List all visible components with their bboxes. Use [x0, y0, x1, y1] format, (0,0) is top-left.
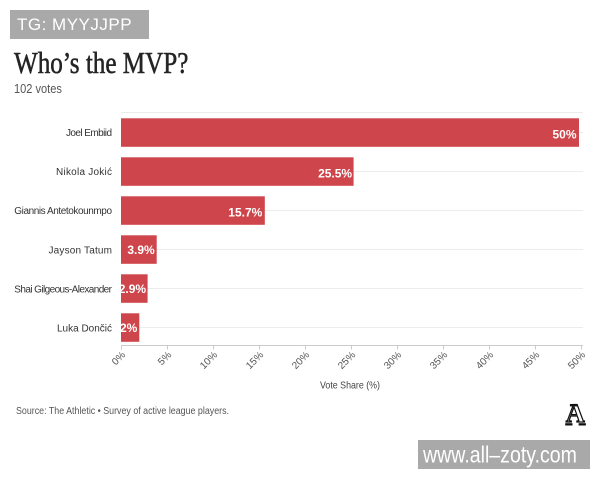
svg-text:30%: 30%	[382, 350, 404, 372]
svg-text:40%: 40%	[474, 350, 496, 372]
svg-text:0%: 0%	[110, 350, 128, 368]
svg-text:2.9%: 2.9%	[119, 282, 147, 296]
svg-text:5%: 5%	[156, 350, 174, 368]
svg-text:Shai Gilgeous-Alexander: Shai Gilgeous-Alexander	[14, 284, 112, 295]
svg-text:45%: 45%	[520, 350, 542, 372]
svg-text:25.5%: 25.5%	[318, 166, 352, 180]
svg-text:Giannis Antetokounmpo: Giannis Antetokounmpo	[14, 206, 112, 217]
svg-text:35%: 35%	[428, 350, 450, 372]
svg-text:Jayson Tatum: Jayson Tatum	[49, 245, 113, 256]
svg-text:20%: 20%	[290, 350, 312, 372]
svg-text:25%: 25%	[336, 350, 358, 372]
svg-text:3.9%: 3.9%	[127, 243, 155, 257]
svg-text:Nikola Jokić: Nikola Jokić	[56, 167, 112, 178]
svg-text:15%: 15%	[244, 350, 266, 372]
svg-text:10%: 10%	[198, 350, 220, 372]
svg-text:15.7%: 15.7%	[228, 205, 262, 219]
svg-text:Luka Dončić: Luka Dončić	[57, 323, 112, 334]
svg-text:50%: 50%	[552, 128, 576, 142]
svg-text:2%: 2%	[120, 321, 138, 335]
svg-text:Joel Embiid: Joel Embiid	[66, 128, 112, 139]
svg-text:50%: 50%	[566, 350, 588, 372]
svg-text:Vote Share (%): Vote Share (%)	[320, 381, 380, 392]
